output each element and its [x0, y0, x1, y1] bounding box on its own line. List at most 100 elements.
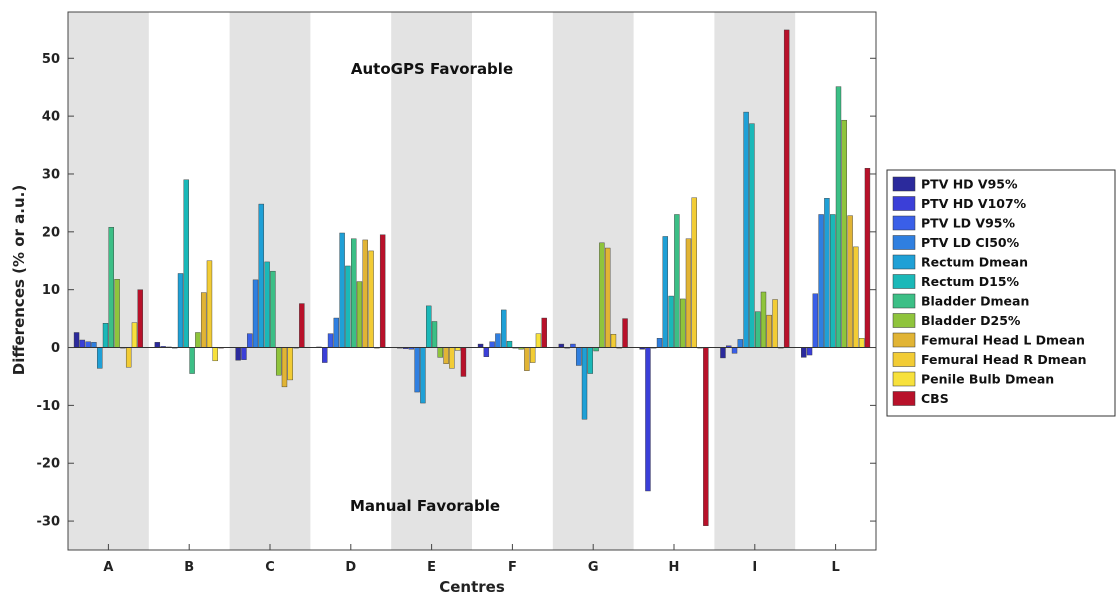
- x-tick-label-D: D: [345, 560, 356, 575]
- bar-H-2: [645, 347, 651, 492]
- annotation-manual: Manual Favorable: [350, 497, 500, 515]
- bar-F-12: [541, 317, 547, 348]
- axes-group: -30 -20 -10 0 10 20 30 40 50 A B C D E F G H I L: [37, 11, 877, 575]
- legend-swatch-3: [892, 215, 916, 231]
- x-tick-label-A: A: [103, 560, 113, 575]
- bar-C-10: [287, 347, 293, 381]
- bar-I-4: [737, 339, 744, 348]
- bar-G-6: [587, 347, 593, 374]
- bar-E-12: [460, 347, 467, 377]
- bar-C-2: [241, 347, 247, 360]
- bar-G-4: [576, 347, 582, 366]
- bar-C-9: [281, 347, 288, 388]
- y-tick-label: 30: [42, 167, 60, 182]
- x-axis-label: Centres: [439, 578, 505, 595]
- plot-frame: [67, 11, 877, 551]
- bar-B-10: [206, 260, 213, 348]
- bar-H-10: [691, 197, 697, 348]
- bar-G-3: [570, 343, 576, 348]
- bar-A-5: [97, 347, 103, 369]
- bar-D-4: [333, 317, 340, 348]
- bar-L-1: [801, 347, 807, 358]
- bar-H-9: [685, 238, 692, 348]
- bars-group: [73, 29, 871, 526]
- legend-swatch-7: [892, 293, 916, 309]
- x-tick-label-E: E: [427, 560, 436, 575]
- bar-C-3: [247, 333, 253, 348]
- x-tick-label-B: B: [184, 560, 194, 575]
- legend-label-2: PTV HD V107%: [921, 196, 1027, 211]
- legend-swatch-12: [892, 391, 916, 406]
- bar-L-11: [858, 338, 865, 348]
- bar-H-5: [662, 236, 669, 348]
- bar-L-2: [806, 347, 813, 356]
- bar-A-11: [131, 322, 138, 348]
- bar-A-6: [102, 323, 109, 348]
- legend-swatch-9: [892, 332, 916, 348]
- bar-E-7: [431, 321, 438, 348]
- bar-F-3: [489, 341, 495, 348]
- bar-B-5: [177, 273, 184, 348]
- bar-B-1: [154, 342, 161, 348]
- shade-band-C: [229, 12, 311, 550]
- bar-D-8: [356, 281, 363, 348]
- bar-I-9: [766, 314, 772, 348]
- bar-D-10: [368, 250, 374, 348]
- bar-L-10: [853, 246, 859, 348]
- bar-I-3: [731, 347, 738, 354]
- y-tick-label: -30: [37, 515, 61, 530]
- bar-I-7: [755, 311, 761, 348]
- bar-C-12: [299, 303, 305, 348]
- bar-L-3: [812, 293, 819, 348]
- shade-band-I: [714, 12, 796, 550]
- bar-I-1: [720, 347, 726, 359]
- bar-D-7: [351, 238, 357, 348]
- bar-F-11: [535, 333, 542, 348]
- bar-E-5: [420, 347, 426, 404]
- legend-label-11: Penile Bulb Dmean: [921, 372, 1054, 387]
- bar-I-8: [760, 291, 767, 348]
- legend-label-4: PTV LD CI50%: [921, 235, 1020, 250]
- bar-B-6: [183, 179, 189, 348]
- bar-I-6: [749, 123, 755, 348]
- bar-E-10: [449, 347, 455, 369]
- bar-E-6: [426, 305, 432, 348]
- bar-G-7: [593, 347, 599, 352]
- bar-A-3: [85, 341, 91, 348]
- bar-G-5: [581, 347, 588, 420]
- legend-box: [886, 169, 1116, 417]
- shade-band-G: [552, 12, 634, 550]
- bar-H-4: [656, 338, 663, 348]
- bar-C-1: [235, 347, 241, 361]
- y-tick-label: 50: [42, 52, 60, 67]
- bar-F-5: [501, 309, 507, 348]
- legend-swatch-1: [892, 176, 916, 192]
- x-tick-label-H: H: [669, 560, 680, 575]
- bar-I-12: [783, 29, 790, 348]
- bar-D-5: [339, 232, 345, 348]
- legend-label-12: CBS: [921, 391, 949, 406]
- y-tick-label: -20: [37, 457, 61, 472]
- x-tick-label-G: G: [588, 560, 599, 575]
- bar-A-12: [137, 289, 143, 348]
- legend-swatch-2: [892, 196, 916, 211]
- bar-E-9: [443, 347, 449, 364]
- y-tick-label: -10: [37, 399, 61, 414]
- bar-A-10: [125, 347, 132, 368]
- bar-A-4: [91, 342, 97, 348]
- bar-F-6: [506, 340, 513, 348]
- legend-swatch-6: [892, 274, 916, 289]
- bar-H-12: [703, 347, 709, 526]
- bar-L-6: [830, 214, 836, 348]
- bar-G-8: [599, 242, 605, 348]
- bar-A-1: [73, 332, 80, 348]
- bar-B-9: [200, 292, 207, 348]
- y-tick-label: 40: [42, 110, 60, 125]
- y-axis-label: Differences (% or a.u.): [10, 185, 28, 375]
- bar-A-7: [108, 226, 114, 348]
- bar-D-12: [379, 234, 386, 348]
- bar-H-6: [668, 295, 674, 348]
- bar-B-11: [212, 347, 218, 362]
- legend-label-1: PTV HD V95%: [921, 177, 1018, 192]
- bar-C-6: [264, 261, 270, 348]
